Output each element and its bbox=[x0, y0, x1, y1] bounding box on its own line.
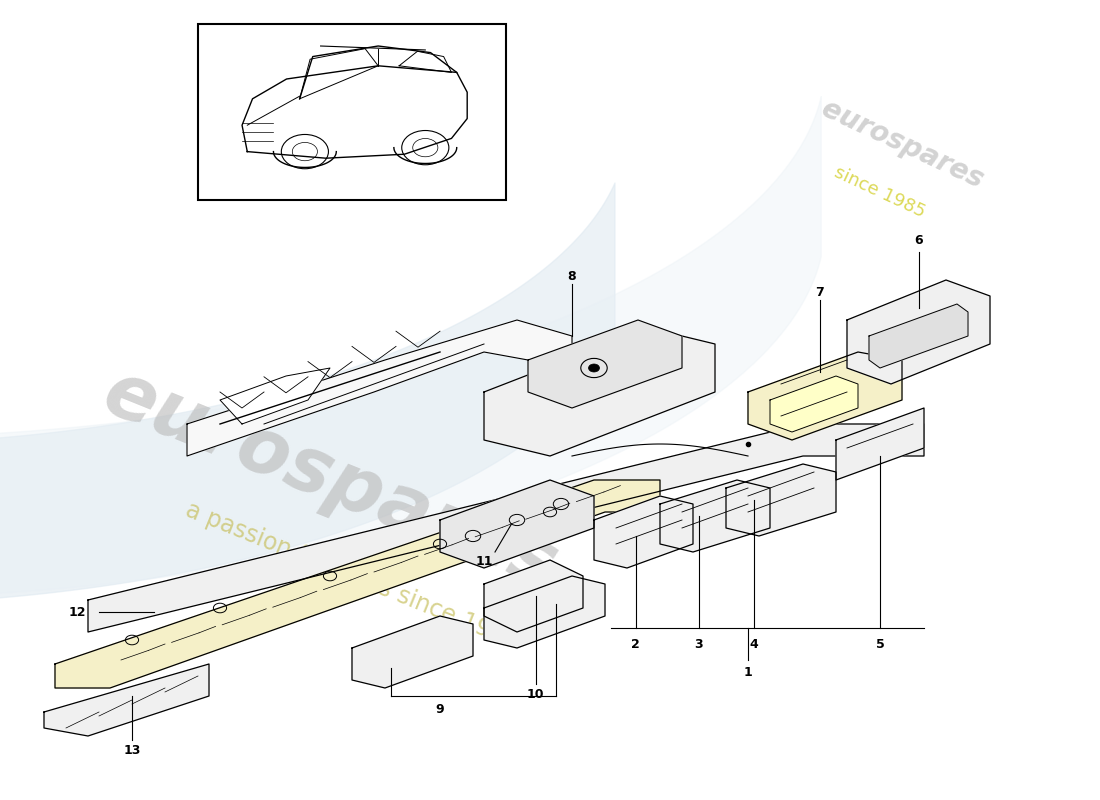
Polygon shape bbox=[528, 320, 682, 408]
Circle shape bbox=[588, 364, 600, 372]
Text: eurospares: eurospares bbox=[92, 355, 568, 605]
Polygon shape bbox=[660, 480, 770, 552]
Polygon shape bbox=[220, 368, 330, 424]
Text: 2: 2 bbox=[631, 638, 640, 650]
Polygon shape bbox=[847, 280, 990, 384]
Text: 5: 5 bbox=[876, 638, 884, 650]
Text: a passion for parts since 1985: a passion for parts since 1985 bbox=[182, 498, 522, 654]
Bar bbox=[198, 24, 506, 200]
Text: 11: 11 bbox=[475, 555, 493, 568]
Text: eurospares: eurospares bbox=[816, 94, 988, 194]
Polygon shape bbox=[770, 376, 858, 432]
Text: 8: 8 bbox=[568, 270, 576, 282]
Text: 9: 9 bbox=[436, 703, 444, 716]
Polygon shape bbox=[352, 616, 473, 688]
Polygon shape bbox=[440, 480, 594, 568]
Text: 12: 12 bbox=[68, 606, 86, 618]
Polygon shape bbox=[55, 480, 660, 688]
Text: 3: 3 bbox=[694, 638, 703, 650]
Polygon shape bbox=[836, 408, 924, 480]
Polygon shape bbox=[44, 664, 209, 736]
Text: 1: 1 bbox=[744, 666, 752, 678]
Text: since 1985: since 1985 bbox=[832, 163, 928, 221]
Polygon shape bbox=[484, 560, 583, 632]
Polygon shape bbox=[484, 328, 715, 456]
Polygon shape bbox=[484, 576, 605, 648]
Polygon shape bbox=[869, 304, 968, 368]
Polygon shape bbox=[726, 464, 836, 536]
Polygon shape bbox=[594, 496, 693, 568]
Polygon shape bbox=[88, 424, 924, 632]
Text: 6: 6 bbox=[914, 234, 923, 246]
Text: 4: 4 bbox=[749, 638, 758, 650]
Polygon shape bbox=[187, 320, 572, 456]
Text: 7: 7 bbox=[815, 286, 824, 298]
Text: 13: 13 bbox=[123, 744, 141, 757]
Polygon shape bbox=[748, 352, 902, 440]
Text: 10: 10 bbox=[527, 688, 544, 701]
